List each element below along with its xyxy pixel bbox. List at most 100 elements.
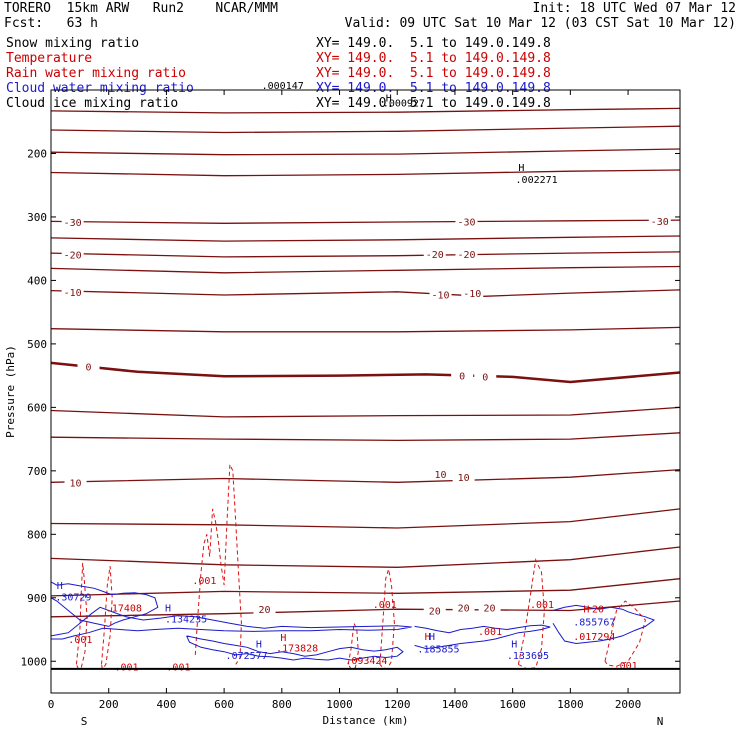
temperature-label-bg (64, 476, 87, 489)
contour-value-label: .001 (192, 576, 216, 587)
temperature-isotherm (50, 432, 681, 442)
temperature-isotherm (50, 169, 681, 177)
temperature-label: 0 (85, 363, 91, 374)
temperature-label: 10 (434, 470, 446, 481)
contour-value-label: .001 (114, 662, 138, 673)
rain-contour (379, 569, 395, 670)
rain-contour (347, 621, 359, 670)
y-tick-label: 500 (27, 338, 47, 351)
end-label-south: S (81, 715, 88, 728)
temperature-label: 20 (429, 606, 441, 617)
contour-value-label: .002271 (516, 175, 558, 186)
contour-value-label: .000147 (262, 81, 304, 92)
x-tick-label: 2000 (615, 698, 642, 711)
contour-value-label: H (386, 94, 392, 105)
y-tick-label: 600 (27, 401, 47, 414)
contour-value-label: .855767 (573, 617, 615, 628)
temperature-isotherm (50, 219, 681, 224)
contour-value-label: 20 (592, 605, 604, 616)
contour-value-label: H (165, 603, 171, 614)
temperature-isotherm (50, 508, 681, 529)
cloud-water-contour (552, 604, 656, 645)
contour-value-label: .173828 (276, 643, 318, 654)
temperature-label-bg (77, 360, 100, 373)
temperature-label-bg (61, 285, 84, 298)
temperature-label-bg (455, 247, 478, 260)
cloud-water-contour (50, 581, 159, 627)
y-tick-label: 200 (27, 147, 47, 160)
contour-value-label: H (57, 581, 63, 592)
x-tick-label: 1200 (384, 698, 411, 711)
temperature-label-bg (648, 214, 671, 227)
temperature-label-bg (451, 369, 474, 382)
contour-value-label: .001 (478, 627, 502, 638)
temperature-label: -20 (64, 250, 82, 261)
temperature-isotherm (50, 326, 681, 333)
temperature-label-bg (452, 471, 475, 484)
forecast-hour: Fcst: 63 h (4, 16, 98, 31)
cloud-water-contours (50, 581, 656, 661)
field-xy-rain: XY= 149.0. 5.1 to 149.0.149.8 (316, 66, 551, 81)
field-name-cloud-ice: Cloud ice mixing ratio (6, 96, 179, 111)
temperature-label: -10 (431, 290, 449, 301)
temperature-isotherm (50, 578, 681, 597)
rain-contour (75, 562, 88, 670)
contour-value-label: .185855 (417, 645, 459, 656)
contour-value-label: .001 (614, 661, 638, 672)
temperature-label: -10 (64, 288, 82, 299)
contour-value-label: H (429, 632, 435, 643)
contour-value-label: H (256, 639, 262, 650)
field-xy-cloud-ice: XY= 149.0. 5.1 to 149.0.149.8 (316, 96, 551, 111)
temperature-label: -30 (651, 217, 669, 228)
temperature-isotherm (50, 600, 681, 618)
y-tick-label: 400 (27, 274, 47, 287)
y-tick-label: 900 (27, 592, 47, 605)
contour-value-label: .133695 (507, 651, 549, 662)
contour-value-label: .30729 (55, 593, 91, 604)
x-tick-label: 1400 (442, 698, 469, 711)
contour-value-label: H (280, 633, 286, 644)
plot-frame (50, 89, 681, 694)
temperature-label: 0 (482, 372, 488, 383)
valid-time: Valid: 09 UTC Sat 10 Mar 12 (03 CST Sat … (344, 16, 736, 31)
y-tick-label: 300 (27, 211, 47, 224)
contour-value-label: .17408 (106, 603, 142, 614)
x-tick-label: 0 (48, 698, 55, 711)
temperature-label: 10 (458, 473, 470, 484)
temperature-label-bg (253, 603, 276, 616)
contour-value-label: H (425, 632, 431, 643)
temperature-label: 20 (258, 605, 270, 616)
cloud-water-contour (414, 624, 551, 650)
model-title: TORERO 15km ARW Run2 NCAR/MMM (4, 1, 278, 16)
field-name-snow: Snow mixing ratio (6, 36, 140, 51)
y-axis-label: Pressure (hPa) (4, 345, 17, 438)
x-tick-label: 1800 (557, 698, 584, 711)
x-tick-label: 800 (272, 698, 292, 711)
y-tick-label: 800 (27, 528, 47, 541)
temperature-isotherm (50, 361, 681, 384)
field-xy-temperature: XY= 149.0. 5.1 to 149.0.149.8 (316, 51, 551, 66)
contour-value-label: .000927 (383, 99, 425, 110)
x-tick-label: 1600 (499, 698, 526, 711)
temperature-isotherm (50, 251, 681, 258)
temperature-isotherm (50, 546, 681, 568)
temperature-isotherm (50, 107, 681, 114)
rain-contour (101, 566, 113, 671)
temperature-isotherm (50, 406, 681, 418)
temperature-label: -20 (457, 250, 475, 261)
contour-labels: -30 -30 -30 -20 -20 -20 -10 -10 -10 0 0 0 10 10 10 20 20… (55, 81, 671, 673)
field-name-temperature: Temperature (6, 51, 93, 66)
rain-contour (194, 464, 242, 665)
temperature-label: -30 (64, 218, 82, 229)
end-label-north: N (657, 715, 664, 728)
field-name-cloud-water: Cloud water mixing ratio (6, 81, 194, 96)
rain-contour (604, 600, 646, 667)
temperature-label-bg (455, 215, 478, 228)
temperature-isotherm (50, 265, 681, 274)
temperature-isotherm (50, 125, 681, 134)
temperature-label-bg (461, 287, 484, 300)
contour-value-label: .017294 (573, 632, 615, 643)
x-tick-label: 400 (156, 698, 176, 711)
